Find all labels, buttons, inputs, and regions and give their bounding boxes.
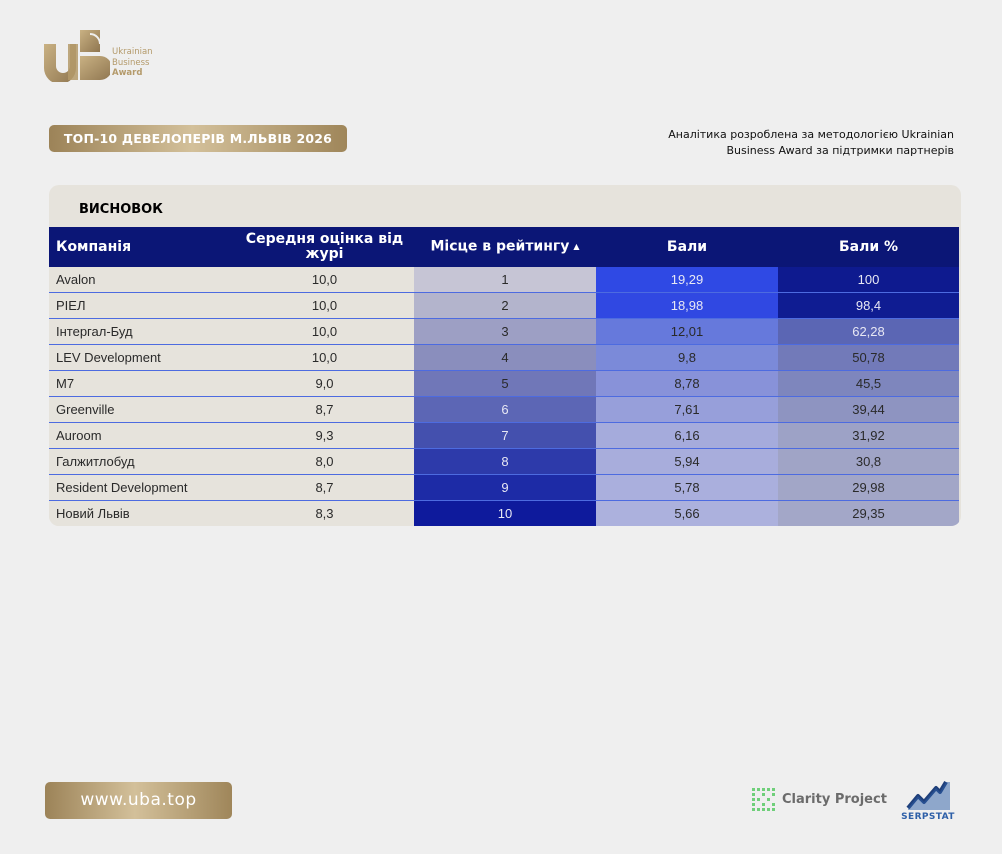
cell-company: РІЕЛ [49,292,235,319]
cell-points: 5,66 [596,500,778,526]
cell-percent: 29,35 [778,500,959,526]
table-row: Новий Львів 8,3 10 5,66 29,35 [49,500,959,526]
cell-points: 12,01 [596,318,778,345]
cell-percent: 50,78 [778,344,959,371]
cell-place: 10 [414,500,596,526]
cell-place: 8 [414,448,596,475]
page-title: ТОП-10 ДЕВЕЛОПЕРІВ М.ЛЬВІВ 2026 [49,125,347,152]
cell-points: 7,61 [596,396,778,423]
clarity-project-label: Clarity Project [782,792,887,807]
column-header-score-label: Середня оцінка від журі [245,231,404,262]
cell-company: Resident Development [49,474,235,501]
cell-percent: 30,8 [778,448,959,475]
partner-serpstat: SERPSTAT [900,780,956,824]
cell-percent: 100 [778,267,959,293]
cell-points: 18,98 [596,292,778,319]
serpstat-chart-icon [906,780,950,810]
logo-line-2: Business [112,57,150,68]
table-row: Інтергал-Буд 10,0 3 12,01 62,28 [49,318,959,345]
cell-company: Новий Львів [49,500,235,526]
ukrainian-business-award-logo: Ukrainian Business Award [44,30,174,84]
column-header-percent-label: Бали % [838,238,899,255]
table-row: LEV Development 10,0 4 9,8 50,78 [49,344,959,371]
cell-place: 7 [414,422,596,449]
logo-line-3: Award [112,68,143,78]
cell-score: 10,0 [235,344,414,371]
sort-ascending-icon[interactable]: ▲ [573,242,580,252]
cell-company: Галжитлобуд [49,448,235,475]
cell-points: 5,78 [596,474,778,501]
cell-score: 8,3 [235,500,414,526]
column-header-points-label: Бали [666,238,708,255]
website-link[interactable]: www.uba.top [45,782,232,819]
cell-percent: 45,5 [778,370,959,397]
cell-place: 9 [414,474,596,501]
cell-score: 10,0 [235,267,414,293]
cell-points: 9,8 [596,344,778,371]
cell-place: 1 [414,267,596,293]
logo-text: Ukrainian Business Award [112,47,153,79]
cell-score: 8,0 [235,448,414,475]
table-row: Галжитлобуд 8,0 8 5,94 30,8 [49,448,959,475]
column-header-points[interactable]: Бали [596,227,778,267]
cell-place: 3 [414,318,596,345]
cell-points: 19,29 [596,267,778,293]
table-row: Auroom 9,3 7 6,16 31,92 [49,422,959,449]
table-row: Avalon 10,0 1 19,29 100 [49,267,959,293]
table-row: Greenville 8,7 6 7,61 39,44 [49,396,959,423]
logo-line-1: Ukrainian [112,47,153,57]
column-header-percent[interactable]: Бали % [778,227,959,267]
table-header-row: Компанія Середня оцінка від журі Місце в… [49,227,959,267]
cell-company: LEV Development [49,344,235,371]
cell-percent: 29,98 [778,474,959,501]
cell-percent: 39,44 [778,396,959,423]
serpstat-label: SERPSTAT [901,812,955,822]
cell-points: 6,16 [596,422,778,449]
ranking-table: Компанія Середня оцінка від журі Місце в… [49,227,959,526]
cell-score: 10,0 [235,318,414,345]
cell-place: 5 [414,370,596,397]
cell-company: Auroom [49,422,235,449]
cell-score: 8,7 [235,474,414,501]
cell-score: 10,0 [235,292,414,319]
table-row: РІЕЛ 10,0 2 18,98 98,4 [49,292,959,319]
analytics-line-1: Аналітика розроблена за методологією Ukr… [668,128,954,141]
cell-score: 9,0 [235,370,414,397]
cell-score: 8,7 [235,396,414,423]
cell-place: 2 [414,292,596,319]
table-body: Avalon 10,0 1 19,29 100 РІЕЛ 10,0 2 18,98 98,4 Інт… [49,267,959,526]
cell-score: 9,3 [235,422,414,449]
uba-logo-icon [44,30,110,82]
cell-place: 4 [414,344,596,371]
clarity-project-icon [752,788,775,811]
column-header-place[interactable]: Місце в рейтингу ▲ [414,227,596,267]
conclusion-panel: ВИСНОВОК Компанія Середня оцінка від жур… [49,185,961,526]
cell-company: M7 [49,370,235,397]
table-row: Resident Development 8,7 9 5,78 29,98 [49,474,959,501]
cell-points: 8,78 [596,370,778,397]
cell-company: Avalon [49,267,235,293]
panel-title: ВИСНОВОК [79,202,163,217]
column-header-place-label: Місце в рейтингу [430,238,570,255]
analytics-line-2: Business Award за підтримки партнерів [726,144,955,157]
analytics-note: Аналітика розроблена за методологією Ukr… [624,127,954,159]
cell-percent: 31,92 [778,422,959,449]
column-header-company-label: Компанія [56,238,132,255]
column-header-score[interactable]: Середня оцінка від журі [235,227,414,267]
table-row: M7 9,0 5 8,78 45,5 [49,370,959,397]
cell-company: Greenville [49,396,235,423]
cell-place: 6 [414,396,596,423]
cell-percent: 98,4 [778,292,959,319]
cell-company: Інтергал-Буд [49,318,235,345]
cell-percent: 62,28 [778,318,959,345]
cell-points: 5,94 [596,448,778,475]
column-header-company[interactable]: Компанія [49,227,235,267]
